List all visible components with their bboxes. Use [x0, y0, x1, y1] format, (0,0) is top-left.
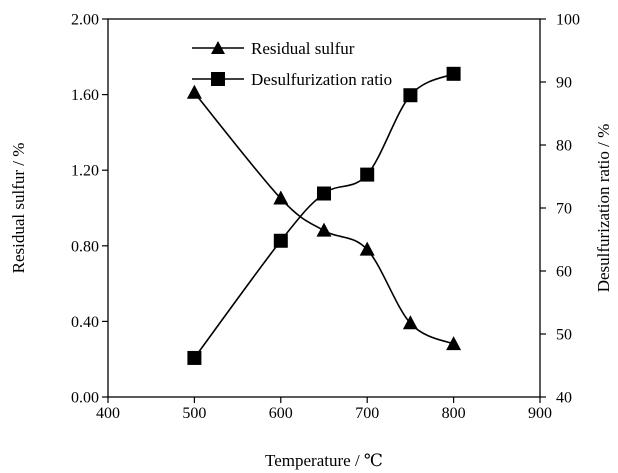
x-tick-label: 800 — [442, 405, 466, 422]
right-y-tick-label: 40 — [556, 390, 572, 407]
left-axis-title: Residual sulfur / % — [9, 143, 28, 274]
left-y-tick-label: 0.80 — [71, 238, 99, 255]
right-y-tick-label: 60 — [556, 264, 572, 281]
data-point-square — [273, 233, 288, 248]
left-y-tick-label: 1.20 — [71, 163, 99, 180]
right-y-tick-label: 70 — [556, 201, 572, 218]
x-tick-label: 500 — [182, 405, 206, 422]
data-point-square — [317, 186, 331, 201]
series-line-residual-sulfur — [193, 92, 454, 345]
data-point-square — [403, 88, 418, 103]
legend-marker-square — [211, 72, 225, 86]
right-y-tick-label: 90 — [556, 75, 572, 92]
x-tick-label: 900 — [528, 405, 552, 422]
right-axis-title: Desulfurization ratio / % — [594, 124, 613, 293]
data-point-triangle — [316, 222, 332, 237]
data-point-triangle — [186, 84, 202, 99]
right-y-tick-label: 50 — [556, 327, 572, 344]
left-y-tick-label: 2.00 — [71, 12, 99, 29]
data-point-triangle — [359, 241, 375, 256]
tick-labels: 400 500 600 700 800 900 0.00 0.40 0.80 1.20 1.60 2.… — [71, 12, 580, 423]
series-line-desulfurization-ratio — [193, 73, 454, 359]
legend-marker-triangle — [211, 41, 225, 54]
data-point-square — [446, 66, 461, 81]
left-y-tick-label: 1.60 — [71, 87, 99, 104]
axis-ticks — [102, 18, 546, 403]
series-layer — [186, 66, 462, 365]
right-y-tick-label: 80 — [556, 138, 572, 155]
x-tick-label: 700 — [355, 405, 379, 422]
left-y-tick-label: 0.00 — [71, 390, 99, 407]
x-axis-title: Temperature / ℃ — [265, 451, 383, 470]
data-point-triangle — [402, 315, 418, 330]
right-y-tick-label: 100 — [556, 12, 580, 29]
data-point-triangle — [273, 190, 289, 205]
x-tick-label: 400 — [96, 405, 120, 422]
data-point-square — [360, 167, 375, 182]
data-point-triangle — [446, 336, 462, 351]
legend-label-residual-sulfur: Residual sulfur — [251, 39, 355, 58]
data-point-square — [187, 350, 202, 365]
legend-label-desulfurization-ratio: Desulfurization ratio — [251, 70, 392, 89]
x-tick-label: 600 — [269, 405, 293, 422]
left-y-tick-label: 0.40 — [71, 314, 99, 331]
legend: Residual sulfur Desulfurization ratio — [192, 39, 392, 89]
